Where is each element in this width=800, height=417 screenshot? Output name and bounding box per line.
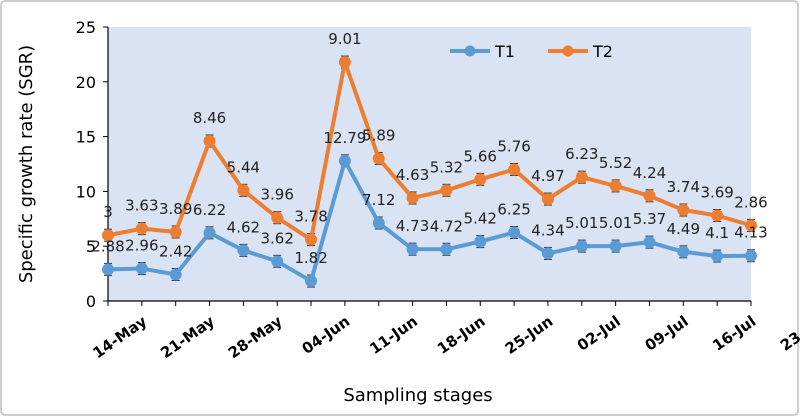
data-point-t2 [541, 193, 554, 206]
data-label-t2: 3.74 [667, 178, 700, 196]
data-label-t1: 4.1 [705, 224, 729, 242]
data-point-t1 [745, 249, 757, 262]
data-label-t2: 3.89 [159, 200, 192, 218]
data-point-t1 [677, 245, 690, 258]
data-point-t1 [102, 263, 114, 276]
data-point-t1 [203, 226, 216, 239]
data-point-t2 [575, 171, 588, 184]
data-point-t1 [271, 255, 284, 268]
data-label-t2: 8.46 [193, 109, 226, 127]
data-label-t2: 2.86 [734, 193, 767, 211]
data-point-t1 [135, 262, 148, 275]
data-point-t1 [508, 226, 521, 239]
y-tick-label: 25 [76, 18, 96, 37]
data-point-t2 [508, 163, 521, 176]
data-label-t1: 6.22 [193, 201, 226, 219]
y-axis-title: Specific growth rate (SGR) [16, 45, 37, 283]
data-point-t1 [372, 216, 385, 229]
data-label-t1: 2.42 [159, 242, 192, 260]
data-point-t2 [440, 184, 453, 197]
data-point-t2 [474, 173, 487, 186]
data-label-t1: 4.73 [396, 217, 429, 235]
y-tick-label: 0 [86, 292, 96, 311]
data-label-t2: 3.96 [261, 186, 294, 204]
series-layer [102, 55, 757, 288]
data-label-t1: 4.49 [667, 220, 700, 238]
data-label-t2: 4.97 [531, 167, 564, 185]
data-point-t1 [338, 154, 351, 167]
data-label-t2: 4.63 [396, 166, 429, 184]
data-labels: 2.88 2.96 2.426.224.623.621.8212.797.124.7… [91, 30, 767, 267]
data-point-t1 [169, 268, 182, 281]
y-tick-label: 15 [76, 128, 96, 147]
data-point-t2 [745, 219, 757, 232]
data-point-t2 [609, 179, 622, 192]
legend-label-t2: T2 [592, 42, 613, 61]
data-point-t2 [406, 191, 419, 204]
data-point-t1 [711, 250, 724, 263]
data-point-t1 [474, 235, 487, 248]
data-point-t1 [237, 244, 250, 257]
data-label-t2: 5.66 [464, 147, 497, 165]
data-point-t1 [305, 275, 318, 288]
data-label-t1: 3.62 [261, 229, 294, 247]
data-point-t2 [305, 233, 318, 246]
data-label-t1: 4.34 [531, 221, 564, 239]
legend-marker-t1 [464, 45, 476, 57]
data-label-t1: 6.25 [497, 201, 530, 219]
legend-marker-t2 [562, 45, 574, 57]
data-label-t2: 3.78 [294, 208, 327, 226]
data-label-t1: 12.79 [323, 129, 366, 147]
data-label-t2: 9.01 [328, 30, 361, 48]
data-label-t1: 5.42 [464, 210, 497, 228]
x-axis-title: Sampling stages [343, 385, 492, 406]
data-label-t1: 5.01 [599, 214, 632, 232]
legend: T1 T2 [450, 42, 613, 61]
data-point-t2 [372, 152, 385, 165]
data-label-t2: 3 [103, 203, 113, 221]
data-label-t2: 4.24 [633, 164, 666, 182]
data-label-t1: 2.88 [91, 237, 124, 255]
data-label-t2: 6.23 [565, 145, 598, 163]
data-point-t1 [609, 240, 622, 253]
data-point-t2 [711, 209, 724, 222]
data-point-t1 [406, 243, 419, 256]
data-point-t1 [643, 236, 656, 249]
plot-area [108, 27, 751, 301]
data-point-t2 [271, 211, 284, 224]
data-label-t1: 5.37 [633, 210, 666, 228]
data-label-t2: 5.52 [599, 154, 632, 172]
data-label-t2: 5.76 [497, 137, 530, 155]
data-label-t1: 4.13 [734, 224, 767, 242]
data-label-t2: 5.89 [362, 127, 395, 145]
data-point-t2 [169, 225, 182, 238]
y-tick-label: 20 [76, 73, 96, 92]
data-label-t2: 5.32 [430, 158, 463, 176]
data-point-t2 [135, 222, 148, 235]
data-label-t1: 4.62 [227, 218, 260, 236]
data-point-t2 [203, 134, 216, 147]
data-label-t1: 1.82 [294, 249, 327, 267]
data-point-t2 [237, 184, 250, 197]
data-label-t2: 3.63 [125, 197, 158, 215]
data-label-t2: 3.69 [700, 184, 733, 202]
data-point-t2 [338, 56, 351, 69]
y-tick-label: 10 [76, 182, 96, 201]
data-point-t1 [440, 243, 453, 256]
data-point-t2 [643, 189, 656, 202]
data-point-t1 [575, 240, 588, 253]
data-point-t1 [541, 247, 554, 260]
data-label-t1: 5.01 [565, 214, 598, 232]
data-point-t2 [677, 204, 690, 217]
legend-label-t1: T1 [494, 42, 515, 61]
data-label-t2: 5.44 [227, 158, 260, 176]
y-tick-label: 5 [86, 237, 96, 256]
data-label-t1: 7.12 [362, 191, 395, 209]
data-label-t1: 2.96 [125, 237, 158, 255]
data-label-t1: 4.72 [430, 217, 463, 235]
data-point-t2 [102, 229, 114, 242]
